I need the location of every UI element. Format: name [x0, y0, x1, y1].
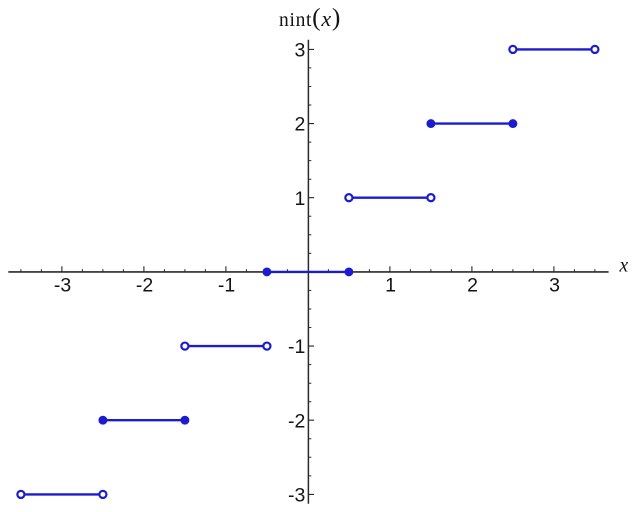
svg-text:1: 1: [295, 188, 306, 210]
svg-text:-3: -3: [54, 275, 71, 297]
svg-text:1: 1: [385, 275, 396, 297]
svg-text:x: x: [618, 256, 628, 277]
svg-text:2: 2: [295, 114, 306, 136]
svg-text:-1: -1: [288, 336, 305, 358]
svg-text:-2: -2: [136, 275, 153, 297]
svg-text:nint(x): nint(x): [279, 3, 341, 32]
svg-text:-2: -2: [288, 410, 305, 432]
svg-text:3: 3: [295, 40, 306, 62]
svg-text:2: 2: [467, 275, 478, 297]
svg-text:-1: -1: [218, 275, 235, 297]
svg-text:-3: -3: [288, 485, 305, 507]
svg-text:3: 3: [549, 275, 560, 297]
